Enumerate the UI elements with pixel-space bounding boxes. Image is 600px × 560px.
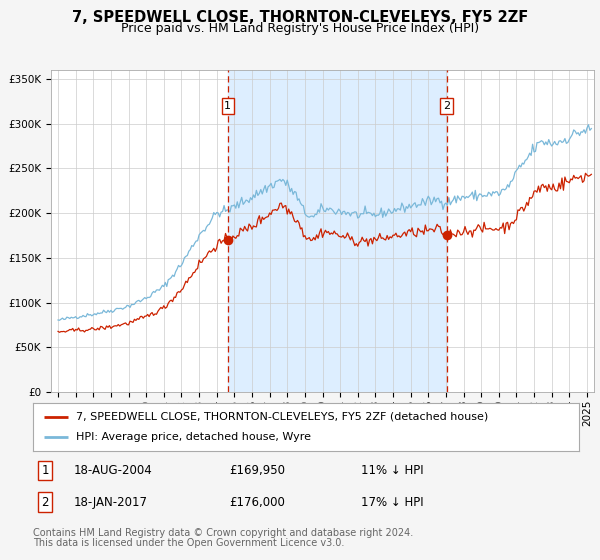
Text: This data is licensed under the Open Government Licence v3.0.: This data is licensed under the Open Gov…: [33, 538, 344, 548]
Text: 2: 2: [41, 496, 49, 508]
Text: 2: 2: [443, 101, 451, 111]
Text: 7, SPEEDWELL CLOSE, THORNTON-CLEVELEYS, FY5 2ZF (detached house): 7, SPEEDWELL CLOSE, THORNTON-CLEVELEYS, …: [76, 412, 488, 422]
Text: Price paid vs. HM Land Registry's House Price Index (HPI): Price paid vs. HM Land Registry's House …: [121, 22, 479, 35]
Text: HPI: Average price, detached house, Wyre: HPI: Average price, detached house, Wyre: [76, 432, 311, 442]
Text: 1: 1: [41, 464, 49, 477]
Text: 18-AUG-2004: 18-AUG-2004: [74, 464, 152, 477]
Text: 11% ↓ HPI: 11% ↓ HPI: [361, 464, 423, 477]
Text: £169,950: £169,950: [230, 464, 286, 477]
Text: 17% ↓ HPI: 17% ↓ HPI: [361, 496, 423, 508]
Text: 18-JAN-2017: 18-JAN-2017: [74, 496, 148, 508]
Text: Contains HM Land Registry data © Crown copyright and database right 2024.: Contains HM Land Registry data © Crown c…: [33, 528, 413, 538]
Text: 1: 1: [224, 101, 232, 111]
Text: £176,000: £176,000: [230, 496, 286, 508]
Text: 7, SPEEDWELL CLOSE, THORNTON-CLEVELEYS, FY5 2ZF: 7, SPEEDWELL CLOSE, THORNTON-CLEVELEYS, …: [72, 10, 528, 25]
Bar: [228, 70, 447, 392]
